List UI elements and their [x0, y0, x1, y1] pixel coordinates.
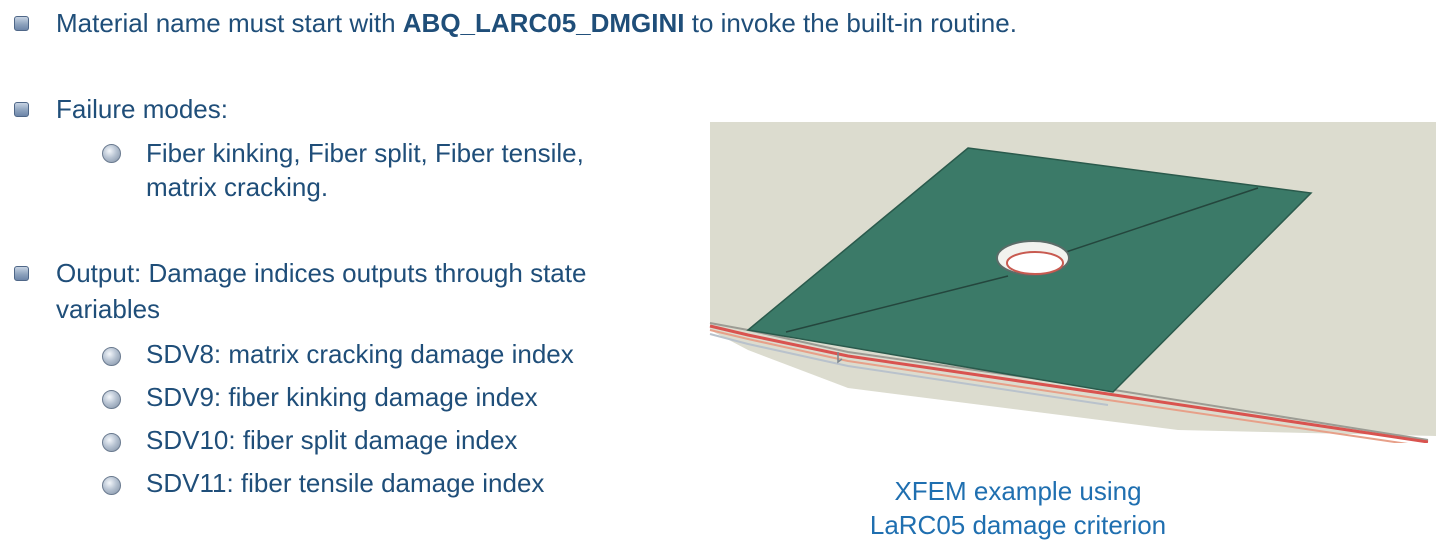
figure-caption-line2: LaRC05 damage criterion — [869, 510, 1167, 540]
material-keyword: ABQ_LARC05_DMGINI — [402, 8, 685, 38]
plate-edge-line — [709, 322, 1429, 441]
sdv-item-sdv9: SDV9: fiber kinking damage index — [146, 382, 538, 412]
bullet-material-name: Material name must start with ABQ_LARC05… — [56, 8, 1017, 38]
circle-bullet-icon — [102, 433, 121, 452]
crack-line-right — [1047, 187, 1259, 259]
circle-bullet-icon — [102, 476, 121, 495]
circle-bullet-icon — [102, 347, 121, 366]
bullet-output-line2: variables — [56, 294, 161, 324]
failure-modes-list-line1: Fiber kinking, Fiber split, Fiber tensil… — [146, 138, 584, 168]
crack-line-left — [785, 275, 1009, 333]
cursor-marker-icon — [837, 352, 843, 364]
failure-modes-list-line2: matrix cracking. — [146, 172, 329, 202]
plate-bottom-edge — [709, 333, 1109, 406]
sdv-item-sdv10: SDV10: fiber split damage index — [146, 425, 518, 455]
square-bullet-icon — [14, 266, 29, 281]
figure-caption-line1: XFEM example using — [894, 476, 1142, 506]
laminate-edge-red — [709, 324, 1429, 443]
square-bullet-icon — [14, 16, 29, 31]
bullet-output-line1: Output: Damage indices outputs through s… — [56, 258, 587, 288]
sdv-item-sdv8: SDV8: matrix cracking damage index — [146, 339, 574, 369]
bullet-failure-modes: Failure modes: — [56, 94, 228, 124]
xfem-model-image — [709, 122, 1436, 443]
sdv-item-sdv11: SDV11: fiber tensile damage index — [146, 468, 545, 498]
circle-bullet-icon — [102, 390, 121, 409]
hole-inner — [1006, 251, 1064, 275]
circle-bullet-icon — [102, 144, 121, 163]
square-bullet-icon — [14, 102, 29, 117]
laminate-edge-orange — [709, 329, 1409, 443]
